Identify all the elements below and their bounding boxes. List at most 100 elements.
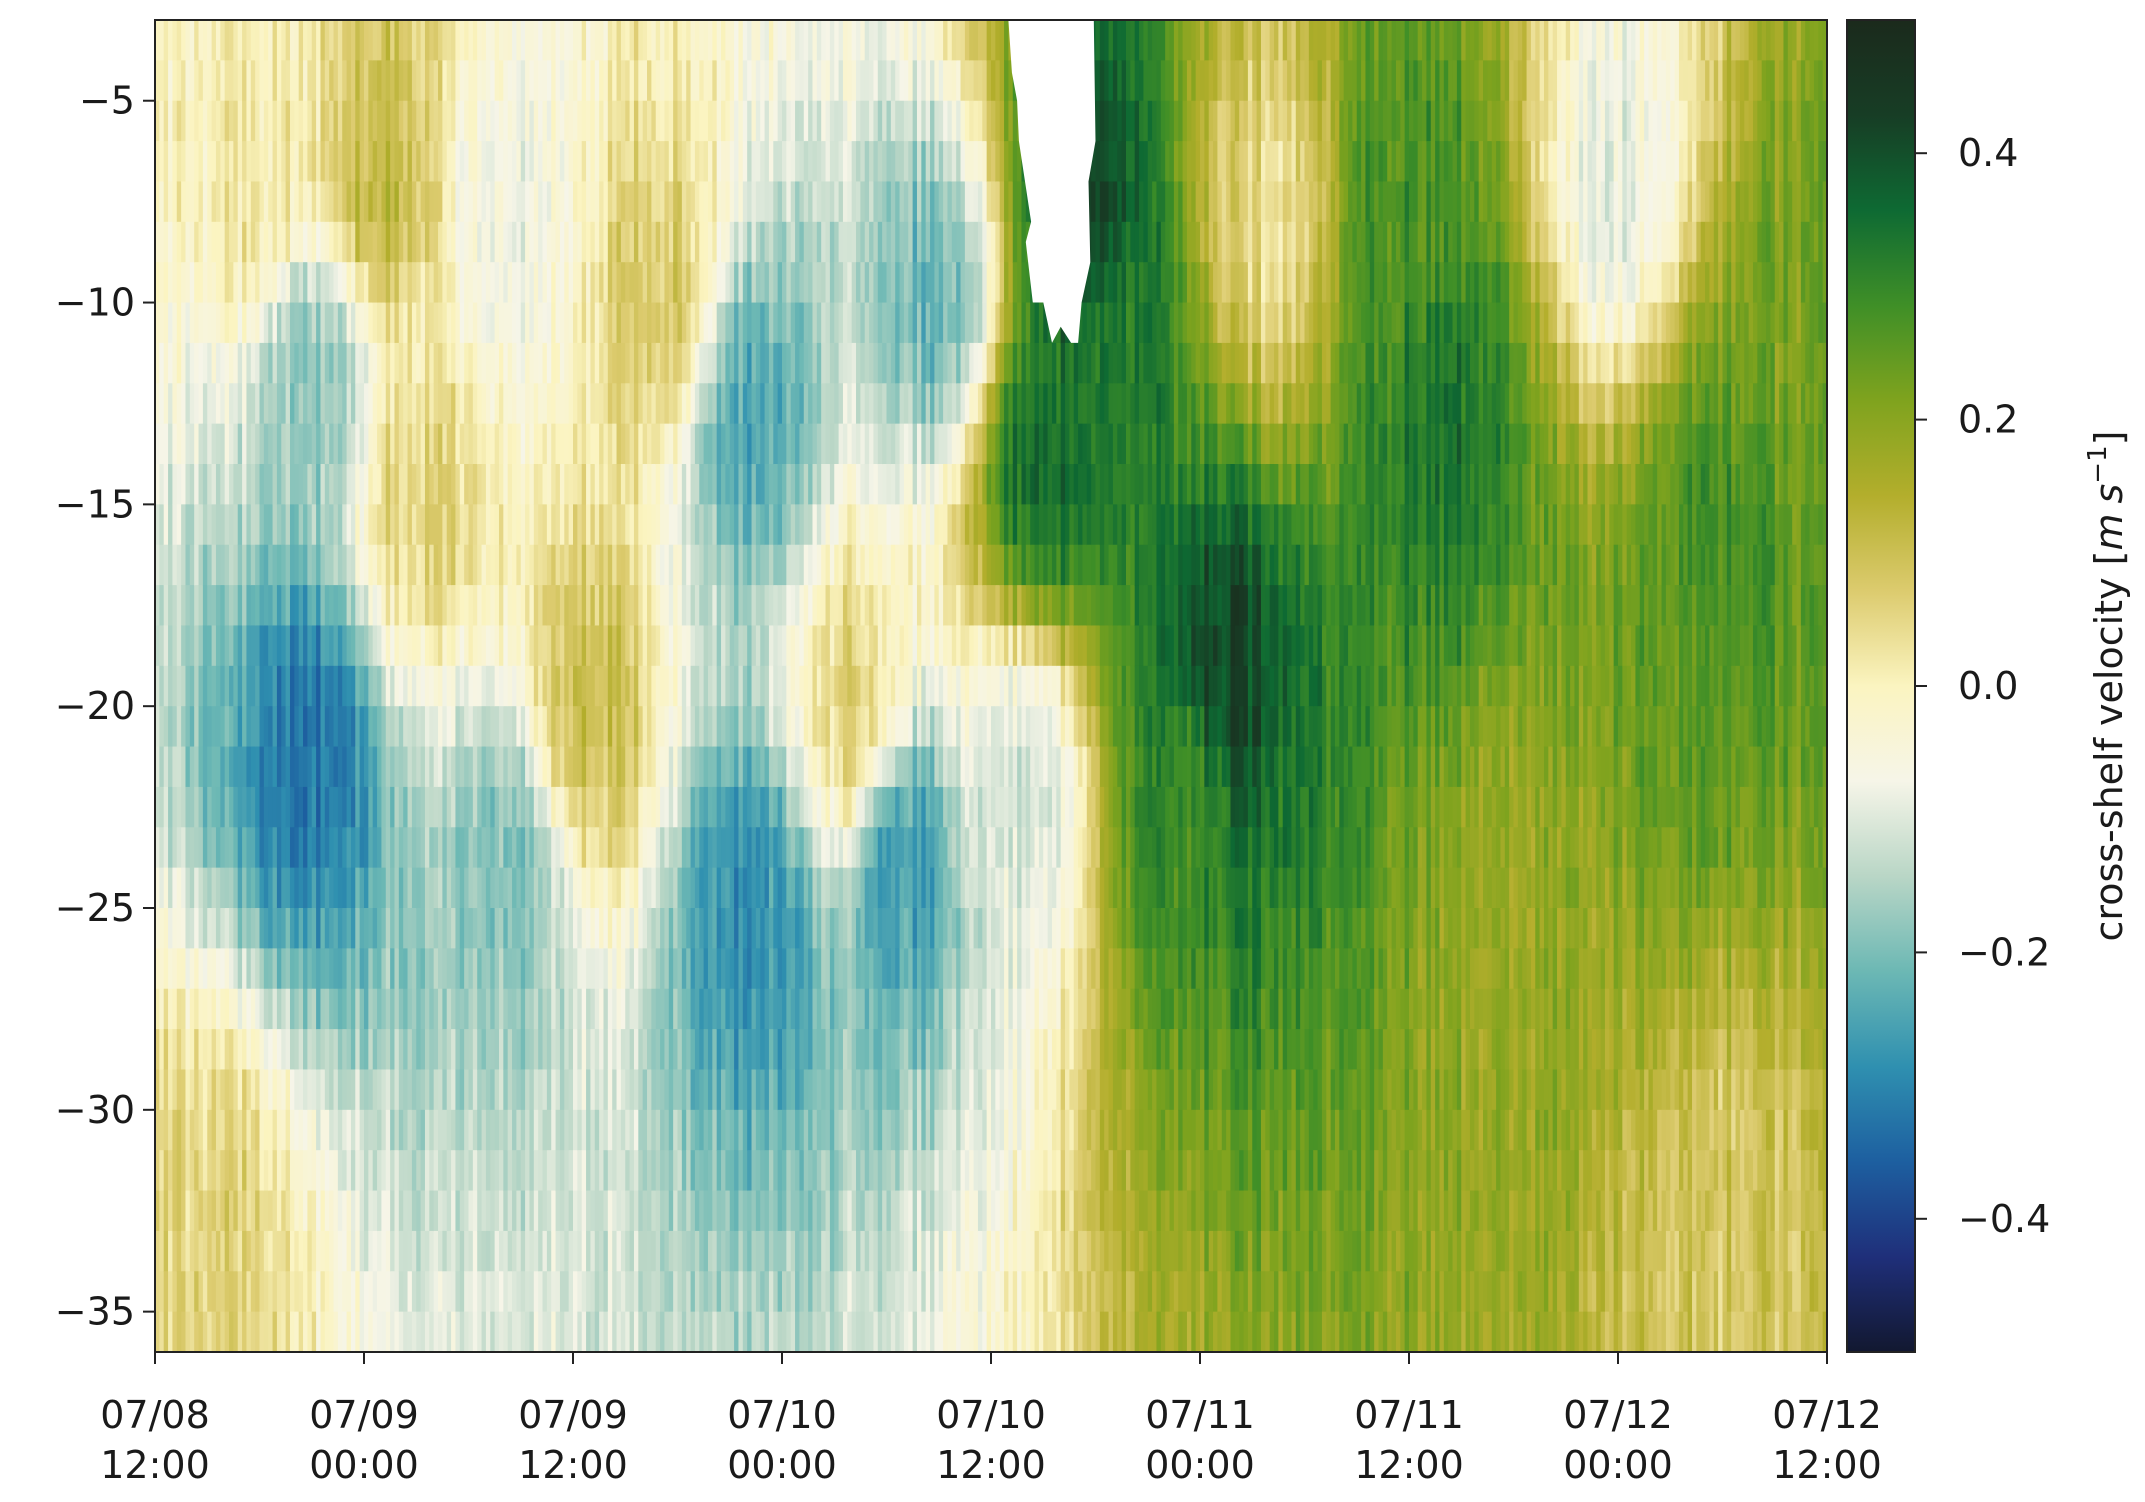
heatmap-cell bbox=[346, 181, 352, 223]
heatmap-cell bbox=[385, 1230, 391, 1272]
heatmap-cell bbox=[429, 746, 435, 788]
heatmap-cell bbox=[276, 464, 282, 505]
heatmap-cell bbox=[377, 383, 383, 425]
heatmap-cell bbox=[559, 948, 565, 990]
heatmap-cell bbox=[346, 706, 352, 748]
heatmap-cell bbox=[446, 665, 452, 707]
heatmap-cell bbox=[481, 20, 487, 61]
heatmap-cell bbox=[237, 262, 243, 304]
heatmap-cell bbox=[355, 1311, 361, 1352]
heatmap-cell bbox=[459, 706, 465, 748]
heatmap-cell bbox=[285, 1190, 291, 1232]
heatmap-cell bbox=[433, 585, 439, 627]
heatmap-cell bbox=[394, 706, 400, 748]
heatmap-cell bbox=[394, 423, 400, 465]
heatmap-cell bbox=[477, 464, 483, 505]
heatmap-cell bbox=[272, 1029, 278, 1071]
heatmap-cell bbox=[516, 181, 522, 223]
heatmap-cell bbox=[420, 20, 426, 61]
heatmap-cell bbox=[564, 1311, 570, 1352]
heatmap-cell bbox=[516, 827, 522, 869]
heatmap-cell bbox=[324, 786, 330, 828]
heatmap-cell bbox=[316, 100, 322, 142]
heatmap-cell bbox=[468, 1190, 474, 1232]
heatmap-cell bbox=[298, 1311, 304, 1352]
heatmap-cell bbox=[194, 665, 200, 707]
heatmap-cell bbox=[551, 908, 557, 949]
heatmap-cell bbox=[490, 827, 496, 869]
heatmap-cell bbox=[451, 1190, 457, 1232]
heatmap-cell bbox=[451, 827, 457, 869]
heatmap-cell bbox=[189, 867, 195, 909]
heatmap-cell bbox=[163, 464, 169, 505]
heatmap-cell bbox=[359, 746, 365, 788]
heatmap-cell bbox=[194, 383, 200, 425]
heatmap-cell bbox=[442, 665, 448, 707]
heatmap-cell bbox=[185, 1190, 191, 1232]
heatmap-cell bbox=[198, 221, 204, 263]
heatmap-cell bbox=[398, 221, 404, 263]
heatmap-cell bbox=[316, 585, 322, 627]
heatmap-cell bbox=[525, 1029, 531, 1071]
heatmap-cell bbox=[494, 625, 500, 667]
heatmap-cell bbox=[573, 948, 578, 990]
heatmap-cell bbox=[350, 181, 356, 223]
heatmap-cell bbox=[298, 1230, 304, 1272]
heatmap-cell bbox=[512, 464, 517, 505]
heatmap-cell bbox=[185, 827, 191, 869]
heatmap-cell bbox=[377, 262, 383, 304]
heatmap-cell bbox=[176, 302, 182, 344]
heatmap-cell bbox=[438, 181, 443, 223]
heatmap-cell bbox=[289, 948, 295, 990]
heatmap-cell bbox=[455, 342, 461, 384]
heatmap-cell bbox=[407, 544, 413, 586]
heatmap-cell bbox=[385, 544, 391, 586]
heatmap-cell bbox=[385, 504, 391, 546]
heatmap-cell bbox=[573, 706, 578, 748]
heatmap-cell bbox=[215, 665, 221, 707]
heatmap-cell bbox=[546, 786, 552, 828]
heatmap-cell bbox=[442, 827, 448, 869]
heatmap-cell bbox=[420, 1150, 426, 1192]
heatmap-cell bbox=[198, 383, 204, 425]
heatmap-cell bbox=[168, 948, 174, 990]
heatmap-cell bbox=[207, 1230, 213, 1272]
heatmap-cell bbox=[333, 302, 339, 344]
heatmap-cell bbox=[533, 746, 539, 788]
heatmap-cell bbox=[294, 1109, 300, 1151]
heatmap-cell bbox=[459, 1271, 465, 1313]
heatmap-cell bbox=[442, 302, 448, 344]
heatmap-cell bbox=[468, 827, 474, 869]
heatmap-cell bbox=[533, 423, 539, 465]
heatmap-cell bbox=[311, 1029, 317, 1071]
heatmap-cell bbox=[411, 1109, 417, 1151]
heatmap-cell bbox=[459, 948, 465, 990]
heatmap-cell bbox=[359, 302, 365, 344]
heatmap-cell bbox=[211, 1109, 217, 1151]
heatmap-cell bbox=[507, 464, 513, 505]
heatmap-cell bbox=[403, 1190, 409, 1232]
heatmap-cell bbox=[215, 1029, 221, 1071]
heatmap-cell bbox=[468, 221, 474, 263]
heatmap-cell bbox=[477, 1150, 483, 1192]
heatmap-cell bbox=[403, 625, 409, 667]
heatmap-cell bbox=[438, 827, 443, 869]
heatmap-cell bbox=[242, 867, 248, 909]
heatmap-cell bbox=[420, 181, 426, 223]
heatmap-cell bbox=[220, 504, 226, 546]
heatmap-cell bbox=[438, 504, 443, 546]
heatmap-cell bbox=[377, 181, 383, 223]
heatmap-cell bbox=[272, 221, 278, 263]
heatmap-cell bbox=[172, 988, 178, 1030]
heatmap-cell bbox=[411, 221, 417, 263]
heatmap-cell bbox=[211, 665, 217, 707]
heatmap-cell bbox=[272, 544, 278, 586]
heatmap-cell bbox=[442, 746, 448, 788]
heatmap-cell bbox=[289, 504, 295, 546]
heatmap-cell bbox=[398, 504, 404, 546]
heatmap-cell bbox=[307, 827, 313, 869]
heatmap-cell bbox=[559, 141, 565, 183]
heatmap-cell bbox=[525, 221, 531, 263]
heatmap-cell bbox=[163, 908, 169, 949]
heatmap-cell bbox=[311, 1069, 317, 1111]
